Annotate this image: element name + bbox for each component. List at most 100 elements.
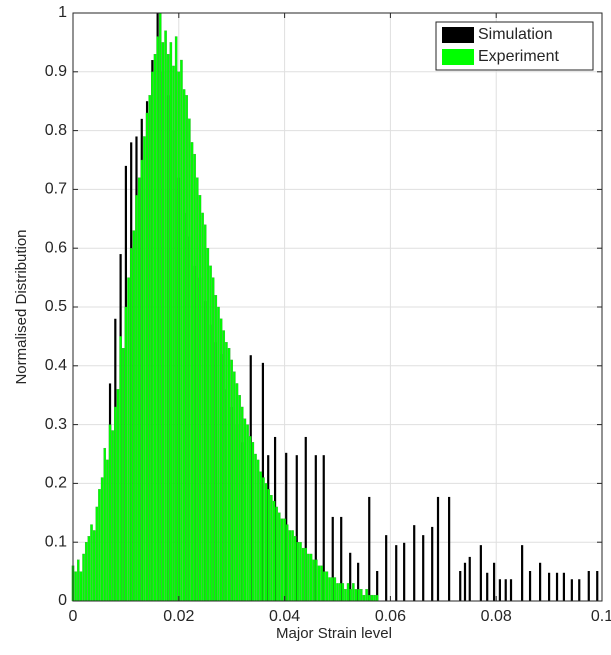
bar — [198, 195, 202, 602]
bar — [299, 542, 302, 602]
bar — [548, 572, 551, 601]
bar — [344, 589, 347, 602]
bar — [185, 95, 188, 602]
bar — [259, 471, 263, 602]
bar — [159, 12, 162, 602]
bar — [108, 424, 112, 602]
bar — [241, 406, 244, 602]
bar — [140, 159, 144, 602]
bar — [492, 562, 496, 601]
bar — [370, 594, 374, 602]
bar — [307, 553, 310, 602]
x-tick-label: 0.02 — [163, 608, 194, 625]
bar — [373, 594, 376, 602]
bar — [360, 589, 363, 602]
bar — [92, 530, 96, 602]
bar — [346, 583, 350, 602]
legend-swatch — [442, 49, 474, 65]
bar — [137, 177, 141, 602]
bar — [148, 95, 151, 602]
bar — [151, 71, 154, 602]
bar — [367, 594, 371, 602]
bar — [296, 542, 300, 602]
bar — [539, 562, 542, 601]
bar — [325, 571, 329, 602]
bar — [166, 54, 170, 602]
y-tick-label: 0.5 — [45, 298, 67, 315]
bar — [365, 589, 368, 602]
legend-swatch — [442, 27, 474, 43]
bar — [385, 535, 388, 601]
bar — [504, 579, 507, 601]
bar — [135, 195, 138, 602]
bar — [206, 248, 210, 602]
bar — [354, 589, 358, 602]
y-tick-label: 0 — [58, 592, 67, 609]
bar — [188, 118, 191, 602]
y-tick-label: 0.2 — [45, 475, 67, 492]
bar — [280, 518, 284, 602]
x-tick-label: 0.08 — [481, 608, 512, 625]
bar — [312, 559, 315, 602]
bar — [340, 516, 343, 601]
bar — [338, 583, 342, 602]
bar — [320, 565, 323, 602]
bar — [214, 295, 218, 602]
bar — [328, 577, 331, 602]
bar — [127, 277, 130, 602]
bar — [275, 506, 278, 602]
legend-label: Experiment — [478, 48, 559, 65]
bar — [357, 589, 360, 602]
bar — [227, 348, 231, 602]
bar — [509, 579, 513, 601]
bar — [153, 54, 157, 602]
bar — [528, 571, 532, 601]
bar — [225, 342, 228, 602]
bar — [82, 553, 85, 602]
bar — [479, 545, 482, 601]
bar — [422, 535, 425, 601]
bar — [209, 265, 212, 602]
bar — [468, 556, 471, 601]
bar — [119, 336, 122, 602]
bar — [341, 583, 345, 602]
bar — [116, 389, 120, 602]
bar — [230, 359, 233, 602]
bar — [90, 524, 93, 602]
bar — [100, 477, 104, 602]
bar — [74, 571, 77, 602]
bar — [436, 496, 440, 601]
bar — [278, 512, 281, 602]
bar — [395, 545, 398, 601]
bar — [77, 559, 80, 602]
bar — [309, 553, 313, 602]
bar — [180, 59, 183, 602]
bar — [357, 562, 360, 601]
bar — [182, 89, 186, 602]
bar — [256, 459, 260, 602]
bar — [190, 142, 194, 602]
x-tick-label: 0 — [69, 608, 78, 625]
bar — [211, 277, 215, 602]
bar — [156, 36, 159, 602]
bar — [219, 318, 223, 602]
x-axis-label: Major Strain level — [276, 625, 392, 642]
bar — [463, 562, 467, 601]
bar — [376, 571, 379, 601]
y-axis-label: Normalised Distribution — [13, 229, 30, 384]
bar — [562, 572, 566, 601]
bar — [283, 518, 286, 602]
bar — [314, 455, 317, 601]
bar — [375, 594, 379, 602]
bar — [233, 371, 236, 602]
bar — [203, 224, 207, 602]
x-tick-label: 0.04 — [269, 608, 300, 625]
bar — [114, 406, 117, 602]
bar — [368, 496, 371, 601]
bar — [124, 306, 128, 602]
bar — [291, 530, 294, 602]
y-tick-label: 0.4 — [45, 357, 67, 374]
bar — [285, 524, 289, 602]
bar — [248, 436, 252, 602]
